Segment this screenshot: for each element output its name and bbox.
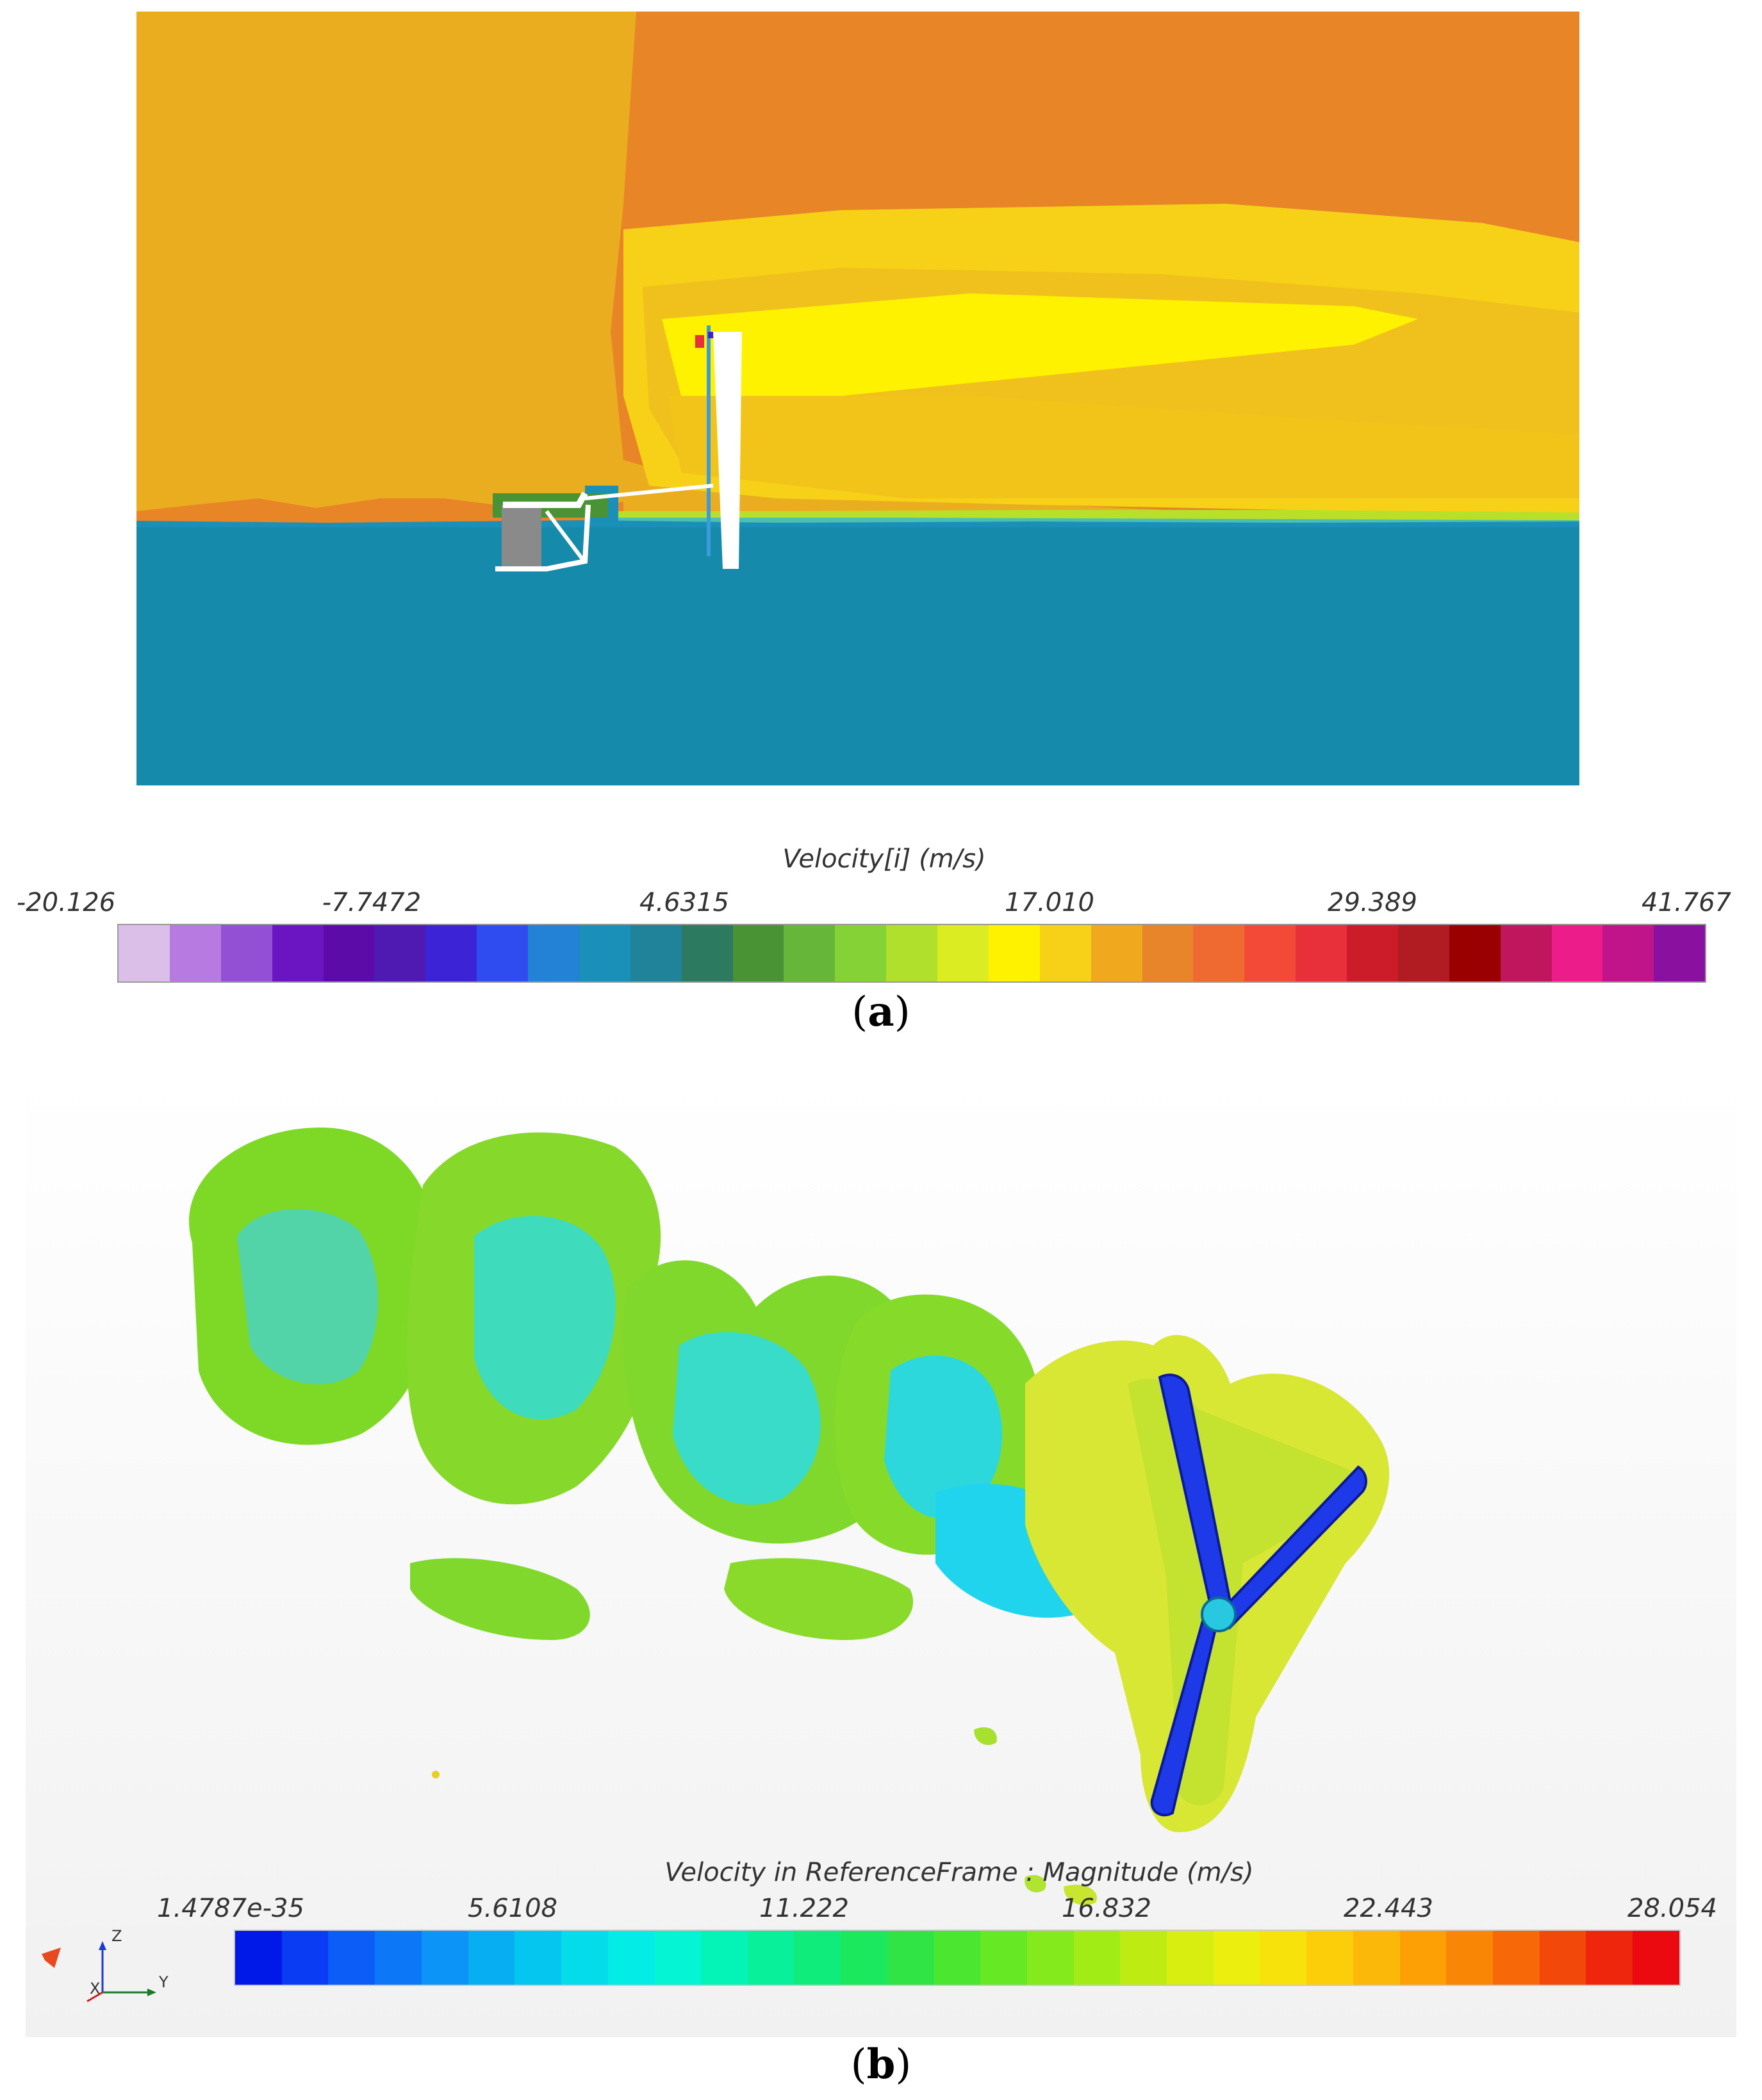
color-scale-a-swatch-29	[1602, 925, 1654, 981]
color-scale-b-swatch-21	[1213, 1931, 1260, 1985]
color-scale-a-swatch-27	[1500, 925, 1552, 981]
color-scale-b-swatch-19	[1120, 1931, 1167, 1985]
color-scale-b-swatch-5	[468, 1931, 515, 1985]
tick-label-b-2: 11.222	[759, 1894, 849, 1923]
panel-a: Velocity[i] (m/s) -20.126 -7.7472 4.6315…	[16, 12, 1731, 1036]
tick-label-b-4: 22.443	[1344, 1894, 1433, 1923]
tick-label-a-2: 4.6315	[639, 888, 729, 917]
color-scale-a-swatch-5	[374, 925, 426, 981]
color-scale-a-swatch-1	[169, 925, 221, 981]
color-scale-b-swatch-25	[1399, 1931, 1447, 1985]
tick-label-a-5: 41.767	[1642, 888, 1731, 917]
color-scale-b-swatch-3	[375, 1931, 422, 1985]
color-scale-a-swatch-9	[579, 925, 630, 981]
color-scale-b-swatch-30	[1633, 1931, 1679, 1985]
wake-isosurface-render-b	[42, 1128, 1390, 1968]
tick-label-b-0: 1.4787e-35	[157, 1894, 304, 1923]
color-scale-b-swatch-7	[561, 1931, 608, 1985]
color-scale-a-swatch-12	[732, 925, 784, 981]
color-scale-b-swatch-22	[1260, 1931, 1307, 1985]
color-scale-bar-a	[117, 924, 1706, 983]
tick-label-a-1: -7.7472	[322, 888, 422, 917]
axis-label-y: Y	[159, 1973, 169, 1991]
color-scale-b-swatch-16	[980, 1931, 1027, 1985]
color-scale-b-swatch-12	[794, 1931, 841, 1985]
color-scale-b-swatch-15	[934, 1931, 981, 1985]
velocity-contour-plot-a	[136, 12, 1579, 785]
color-scale-a-swatch-26	[1449, 925, 1501, 981]
color-scale-b-swatch-26	[1446, 1931, 1493, 1985]
color-scale-a-swatch-13	[784, 925, 836, 981]
color-scale-a-swatch-3	[272, 925, 324, 981]
color-scale-a-swatch-0	[119, 925, 170, 981]
tick-label-b-5: 28.054	[1627, 1894, 1717, 1923]
color-scale-a-swatch-28	[1551, 925, 1603, 981]
color-scale-b-swatch-6	[515, 1931, 561, 1985]
color-scale-b-swatch-0	[235, 1931, 282, 1985]
tick-label-b-3: 16.832	[1062, 1894, 1151, 1923]
tick-label-b-1: 5.6108	[468, 1894, 557, 1923]
axis-triad	[86, 1941, 156, 2003]
color-scale-a-swatch-22	[1244, 925, 1296, 981]
tick-label-a-4: 29.389	[1328, 888, 1417, 917]
color-scale-b-swatch-20	[1167, 1931, 1214, 1985]
color-scale-a-swatch-11	[681, 925, 733, 981]
color-scale-a-swatch-25	[1397, 925, 1449, 981]
tick-label-a-0: -20.126	[16, 888, 116, 917]
color-scale-b-swatch-27	[1492, 1931, 1540, 1985]
color-scale-a-swatch-14	[835, 925, 887, 981]
color-scale-bar-b	[234, 1930, 1681, 1986]
color-scale-b-swatch-28	[1539, 1931, 1586, 1985]
caption-a: (a)	[852, 988, 910, 1036]
tick-label-a-3: 17.010	[1005, 888, 1094, 917]
color-scale-a-swatch-24	[1347, 925, 1398, 981]
color-scale-b-swatch-1	[281, 1931, 329, 1985]
color-scale-b-swatch-29	[1586, 1931, 1633, 1985]
color-scale-b-swatch-13	[841, 1931, 887, 1985]
color-scale-a-swatch-21	[1193, 925, 1245, 981]
color-scale-a-swatch-18	[1039, 925, 1091, 981]
color-scale-b-swatch-23	[1306, 1931, 1353, 1985]
color-scale-b-swatch-4	[421, 1931, 468, 1985]
caption-b: (b)	[850, 2040, 912, 2088]
axis-label-x: X	[90, 1980, 101, 1997]
color-scale-a-swatch-30	[1654, 925, 1706, 981]
color-scale-a-swatch-8	[528, 925, 579, 981]
color-scale-a-swatch-7	[477, 925, 528, 981]
color-scale-b-swatch-8	[607, 1931, 655, 1985]
legend-title-a: Velocity[i] (m/s)	[782, 844, 986, 874]
color-scale-a-swatch-19	[1091, 925, 1142, 981]
axis-label-z: Z	[111, 1927, 122, 1945]
color-scale-a-swatch-2	[220, 925, 272, 981]
color-scale-b-swatch-24	[1353, 1931, 1400, 1985]
color-scale-a-swatch-6	[425, 925, 477, 981]
color-scale-b-swatch-9	[654, 1931, 702, 1985]
color-scale-a-swatch-15	[886, 925, 937, 981]
color-scale-a-swatch-4	[323, 925, 375, 981]
color-scale-b-swatch-17	[1026, 1931, 1074, 1985]
color-scale-b-swatch-2	[328, 1931, 375, 1985]
color-scale-b-swatch-18	[1073, 1931, 1121, 1985]
legend-title-b: Velocity in ReferenceFrame : Magnitude (…	[664, 1858, 1254, 1887]
color-scale-a-swatch-16	[937, 925, 989, 981]
turbine-blades	[1150, 1374, 1367, 1817]
color-scale-a-swatch-23	[1296, 925, 1347, 981]
color-scale-a-swatch-20	[1142, 925, 1194, 981]
color-scale-a-swatch-10	[630, 925, 682, 981]
color-scale-b-swatch-14	[887, 1931, 934, 1985]
color-scale-a-swatch-17	[988, 925, 1040, 981]
color-scale-b-swatch-10	[701, 1931, 748, 1985]
color-scale-b-swatch-11	[747, 1931, 795, 1985]
